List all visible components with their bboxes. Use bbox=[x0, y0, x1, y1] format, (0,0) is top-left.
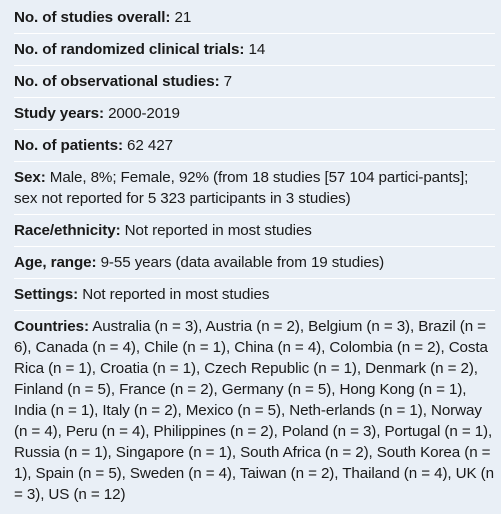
race-ethnicity-row: Race/ethnicity: Not reported in most stu… bbox=[14, 218, 495, 247]
row-value: 21 bbox=[170, 9, 192, 26]
row-value: Male, 8%; Female, 92% (from 18 studies [… bbox=[14, 169, 469, 207]
sex-row: Sex: Male, 8%; Female, 92% (from 18 stud… bbox=[14, 165, 495, 215]
row-label: Countries: bbox=[14, 318, 89, 335]
row-label: No. of studies overall: bbox=[14, 9, 171, 26]
studies-overall-row: No. of studies overall: 21 bbox=[14, 5, 495, 34]
randomized-trials-row: No. of randomized clinical trials: 14 bbox=[14, 37, 495, 66]
row-value: Not reported in most studies bbox=[78, 286, 270, 303]
row-value: Not reported in most studies bbox=[120, 222, 312, 239]
patients-row: No. of patients: 62 427 bbox=[14, 133, 495, 162]
row-label: No. of randomized clinical trials: bbox=[14, 41, 245, 58]
row-label: No. of patients: bbox=[14, 137, 123, 154]
countries-row: Countries: Australia (n = 3), Austria (n… bbox=[14, 314, 495, 510]
age-range-row: Age, range: 9-55 years (data available f… bbox=[14, 250, 495, 279]
settings-row: Settings: Not reported in most studies bbox=[14, 282, 495, 311]
row-label: Sex: bbox=[14, 169, 46, 186]
row-label: No. of observational studies: bbox=[14, 73, 220, 90]
row-value: 9-55 years (data available from 19 studi… bbox=[96, 254, 385, 271]
row-label: Age, range: bbox=[14, 254, 97, 271]
row-value: 2000-2019 bbox=[103, 105, 180, 122]
row-label: Settings: bbox=[14, 286, 79, 303]
row-value: 14 bbox=[244, 41, 266, 58]
row-value: 62 427 bbox=[122, 137, 173, 154]
observational-studies-row: No. of observational studies: 7 bbox=[14, 69, 495, 98]
row-label: Study years: bbox=[14, 105, 104, 122]
study-years-row: Study years: 2000-2019 bbox=[14, 101, 495, 130]
row-value: Australia (n = 3), Austria (n = 2), Belg… bbox=[14, 318, 494, 503]
row-label: Race/ethnicity: bbox=[14, 222, 121, 239]
row-value: 7 bbox=[219, 73, 233, 90]
